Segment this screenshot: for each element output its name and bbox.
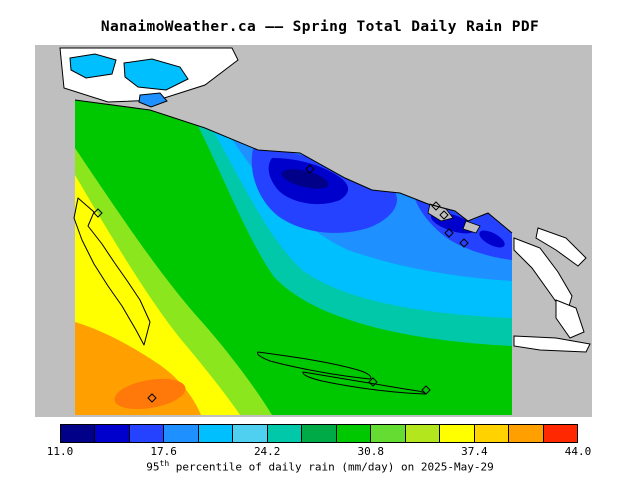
island-outline-2 [302,371,426,395]
colorbar-segment [440,425,475,442]
island-gray-2 [462,220,481,234]
station-marker [421,385,431,395]
blob-navy-east-2 [479,230,505,248]
colorbar-tick-label: 37.4 [461,445,488,458]
caption-start: 95 [146,460,160,474]
colorbar-segment [509,425,544,442]
caption-sup: th [159,459,170,468]
colorbar-segment [61,425,96,442]
page-title: NanaimoWeather.ca —— Spring Total Daily … [100,19,540,35]
colorbar-segment [198,425,234,442]
colorbar-segment [95,425,130,442]
island-shoreline-west [73,197,151,346]
data-patch-northwest-3 [138,92,168,108]
colorbar-segment [267,425,303,442]
water-regions [59,47,591,353]
data-patch-northwest-2 [123,58,189,91]
station-marker [439,210,449,220]
colorbar-segment [474,425,510,442]
station-marker [305,164,315,174]
blob-darknavy-core [281,169,329,189]
colorbar-segment [164,425,199,442]
colorbar-tick-label: 30.8 [357,445,385,458]
water-strip-right [513,335,591,353]
colorbar-tick-label: 17.6 [150,445,177,458]
inlet-channel-2 [535,227,587,267]
colorbar-tick-label: 44.0 [564,445,592,458]
colorbar-segment [302,425,337,442]
station-marker [368,377,378,387]
colorbar-segment [405,425,441,442]
colorbar-tick-label: 24.2 [253,445,281,458]
band-dark-orange-core [114,378,186,410]
colorbar-segment [233,425,268,442]
colorbar [60,424,578,443]
mainland-coastline [74,99,513,234]
inlet-channel-3 [555,299,585,339]
caption: 95th percentile of daily rain (mm/day) o… [0,459,640,474]
station-marker [444,228,454,238]
colorbar-segment [336,425,372,442]
colorbar-segment [371,425,406,442]
colorbar-tick-label: 11.0 [46,445,74,458]
colorbar-segment [129,425,165,442]
islands-outlined [257,351,426,395]
station-marker [147,393,157,403]
data-patch-northwest-1 [69,53,117,79]
station-marker [431,201,441,211]
island-outline-1 [257,351,372,380]
station-marker [93,208,103,218]
colorbar-segment [543,425,578,442]
colorbar-ticks: 11.0 17.6 24.2 30.8 37.4 44.0 [47,445,592,458]
caption-rest: percentile of daily rain (mm/day) on 202… [169,460,494,474]
station-markers [93,164,469,403]
station-marker [459,238,469,248]
